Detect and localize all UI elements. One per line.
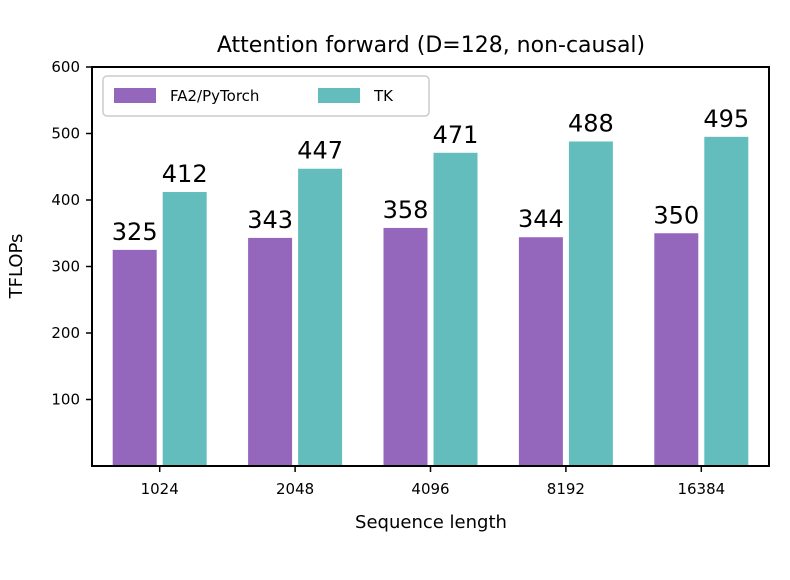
x-tick-label: 4096 [411,480,449,498]
data-label: 343 [247,206,293,234]
y-tick-label: 300 [51,258,80,276]
y-tick-label: 500 [51,125,80,143]
x-tick-label: 1024 [141,480,179,498]
data-label: 447 [297,137,343,165]
legend-label: FA2/PyTorch [170,87,259,105]
data-label: 325 [112,218,158,246]
bar-tk-2048 [298,168,343,466]
data-label: 350 [653,201,699,229]
bar-fa2-pytorch-1024 [112,249,157,466]
bar-tk-8192 [568,141,613,467]
data-labels-group: 325 412 343 447 358 471 344 488 350 495 [112,105,749,246]
bar-tk-16384 [704,136,749,466]
x-tick-label: 16384 [677,480,725,498]
bars-group [112,136,749,467]
data-label: 344 [518,205,564,233]
legend-swatch [318,88,360,103]
legend: FA2/PyTorch TK [102,75,430,117]
chart-title: Attention forward (D=128, non-causal) [217,33,645,58]
data-label: 488 [568,109,614,137]
y-tick-label: 600 [51,58,80,76]
y-tick-label: 200 [51,324,80,342]
y-axis-label: TFLOPs [6,234,27,300]
plot-area: 325 412 343 447 358 471 344 488 350 495 100 200 300… [51,58,770,498]
legend-swatch [114,88,156,103]
bar-fa2-pytorch-2048 [248,237,293,466]
x-tick-label: 8192 [547,480,585,498]
y-tick-label: 400 [51,191,80,209]
bar-tk-1024 [162,192,207,466]
y-axis-ticks: 100 200 300 400 500 600 [51,58,92,409]
data-label: 471 [433,121,479,149]
x-tick-label: 2048 [276,480,314,498]
data-label: 412 [162,160,208,188]
x-axis-label: Sequence length [355,512,507,533]
y-tick-label: 100 [51,391,80,409]
data-label: 495 [703,105,749,133]
legend-box [102,75,430,117]
bar-fa2-pytorch-16384 [654,233,699,466]
bar-fa2-pytorch-8192 [518,237,563,466]
x-axis-ticks: 1024 2048 4096 8192 16384 [141,466,725,498]
legend-label: TK [373,87,394,105]
data-label: 358 [383,196,429,224]
bar-tk-4096 [433,152,478,466]
bar-fa2-pytorch-4096 [383,227,428,466]
